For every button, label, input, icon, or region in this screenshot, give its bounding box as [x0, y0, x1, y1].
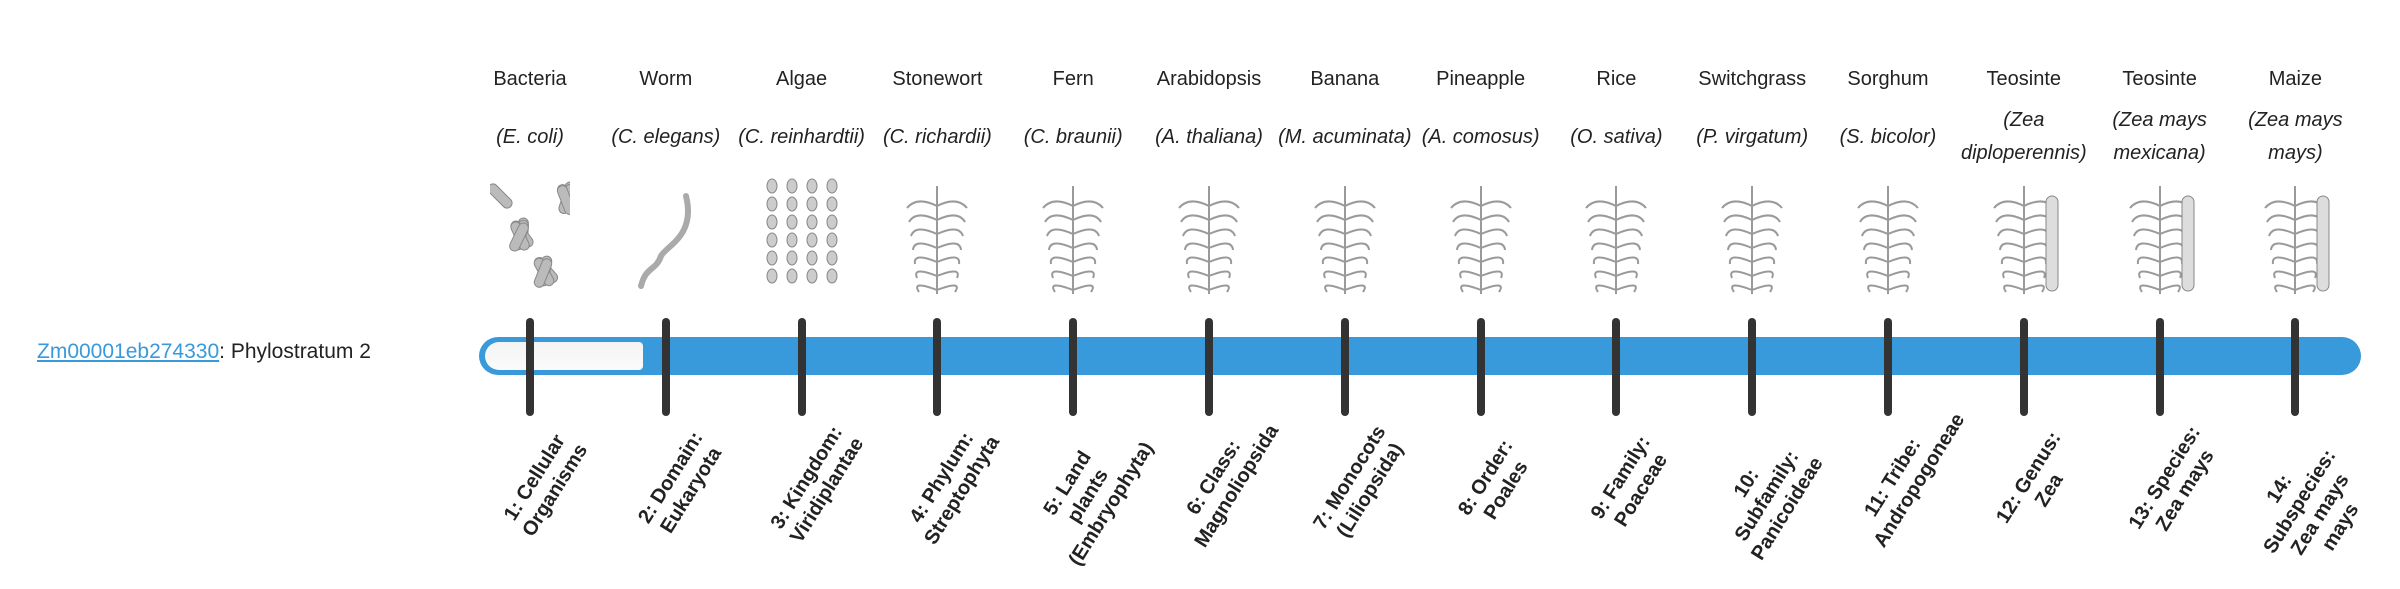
organism-common-name: Bacteria [493, 68, 567, 90]
stratum-label: 6: Class: Magnoliopsida [1182, 420, 1284, 552]
stratum-tick [1069, 318, 1078, 416]
scientific-name-text: (Zea diploperennis) [1960, 109, 2087, 164]
stratum-tick [1748, 318, 1757, 416]
stratum-tick [661, 318, 670, 416]
scientific-name-text: (Zea mays mexicana) [2112, 109, 2207, 164]
organism-scientific-name: (Zea diploperennis) [1956, 104, 2092, 170]
sorghum-illustration [1848, 176, 1928, 296]
stratum-label: 2: Domain: Eukaryota [633, 427, 726, 538]
fern-illustration [1033, 176, 1113, 296]
organism-scientific-name: (C. elegans) [598, 104, 734, 170]
organism-scientific-name: (A. comosus) [1413, 104, 1549, 170]
organism-scientific-name: (M. acuminata) [1277, 104, 1413, 170]
scientific-name-text: (A. comosus) [1421, 125, 1540, 148]
scientific-name-text: (O. sativa) [1570, 125, 1663, 148]
arabidopsis-illustration [1169, 176, 1249, 296]
stratum-tick [1340, 318, 1349, 416]
scientific-name-text: (S. bicolor) [1839, 125, 1937, 148]
stratum-label: 11: Tribe: Andropogoneae [1860, 409, 1970, 552]
organism-common-name: Teosinte [2122, 68, 2197, 90]
organism-common-name: Rice [1596, 68, 1637, 90]
scientific-name-text: (C. elegans) [611, 125, 721, 148]
stratum-tick [1205, 318, 1213, 416]
organism-scientific-name: (Zea mays mays) [2227, 104, 2363, 170]
banana-illustration [1305, 176, 1385, 296]
scientific-name-text: (Zea mays mays) [2248, 109, 2343, 164]
gene-id-link[interactable]: Zm00001eb274330 [37, 340, 220, 363]
scientific-name-text: (C. braunii) [1023, 125, 1123, 148]
teosinte-illustration [1984, 176, 2064, 296]
stonewort-illustration [897, 176, 977, 296]
pineapple-illustration [1441, 176, 1521, 296]
worm-illustration [626, 176, 706, 296]
organism-common-name: Stonewort [892, 68, 983, 90]
teosinte-mexicana-illustration [2120, 176, 2200, 296]
stratum-tick [1612, 318, 1621, 416]
algae-illustration [762, 176, 842, 296]
stratum-label: 4: Phylum: Streptophyta [905, 428, 1005, 549]
stratum-label: 14: Subspecies: Zea mays mays [2259, 445, 2364, 559]
organism-common-name: Maize [2268, 68, 2323, 90]
stratum-tick [2155, 318, 2164, 416]
stratum-label: 10: Subfamily: Panicoideae [1729, 446, 1828, 565]
organism-common-name: Fern [1052, 68, 1094, 90]
bacteria-illustration [487, 176, 579, 296]
switchgrass-illustration [1712, 176, 1792, 296]
stratum-tick [2019, 318, 2028, 416]
phylostratum-fill [485, 342, 643, 370]
stratum-label: 12: Genus: Zea [1991, 427, 2068, 528]
organism-common-name: Arabidopsis [1156, 68, 1262, 90]
stratum-label: 5: Land plants (Embryophyta) [1039, 438, 1159, 570]
stratum-label: 3: Kingdom: Viridiplantae [766, 422, 868, 547]
maize-illustration [2255, 176, 2335, 296]
organism-common-name: Algae [776, 68, 828, 90]
scientific-name-text: (E. coli) [496, 125, 564, 148]
organism-scientific-name: (S. bicolor) [1820, 104, 1956, 170]
scientific-name-text: (C. richardii) [882, 125, 992, 148]
phylostratum-bar [479, 337, 2361, 375]
stratum-tick [933, 318, 942, 416]
stratum-tick [1476, 318, 1485, 416]
scientific-name-text: (P. virgatum) [1696, 125, 1809, 148]
organism-scientific-name: (C. reinhardtii) [734, 104, 870, 170]
organism-scientific-name: (C. braunii) [1005, 104, 1141, 170]
organism-scientific-name: (O. sativa) [1548, 104, 1684, 170]
gene-label: Zm00001eb274330: Phylostratum 2 [37, 340, 371, 364]
organism-common-name: Teosinte [1986, 68, 2062, 90]
stratum-tick [1884, 318, 1892, 416]
organism-scientific-name: (C. richardii) [869, 104, 1005, 170]
stratum-label: 8: Order: Poales [1453, 435, 1533, 524]
organism-scientific-name: (A. thaliana) [1141, 104, 1277, 170]
stratum-label: 1: Cellular Organisms [499, 430, 593, 541]
organism-scientific-name: (P. virgatum) [1684, 104, 1820, 170]
organism-common-name: Banana [1310, 68, 1380, 90]
organism-common-name: Worm [639, 68, 693, 90]
phylostratum-text: : Phylostratum 2 [219, 340, 371, 363]
stratum-tick [2291, 318, 2300, 416]
stratum-tick [797, 318, 806, 416]
organism-scientific-name: (Zea mays mexicana) [2092, 104, 2228, 170]
scientific-name-text: (M. acuminata) [1278, 125, 1412, 148]
organism-common-name: Sorghum [1847, 68, 1929, 90]
organism-scientific-name: (E. coli) [462, 104, 598, 170]
stratum-label: 9: Family: Poaceae [1587, 432, 1673, 531]
stratum-label: 7: Monocots (Liliopsida) [1309, 421, 1408, 542]
organism-common-name: Pineapple [1436, 68, 1526, 90]
stratum-label: 13: Species: Zea mays [2124, 422, 2219, 535]
stratum-tick [526, 318, 534, 416]
organism-common-name: Switchgrass [1698, 68, 1807, 90]
scientific-name-text: (C. reinhardtii) [738, 125, 865, 148]
scientific-name-text: (A. thaliana) [1155, 125, 1263, 148]
rice-illustration [1576, 176, 1656, 296]
